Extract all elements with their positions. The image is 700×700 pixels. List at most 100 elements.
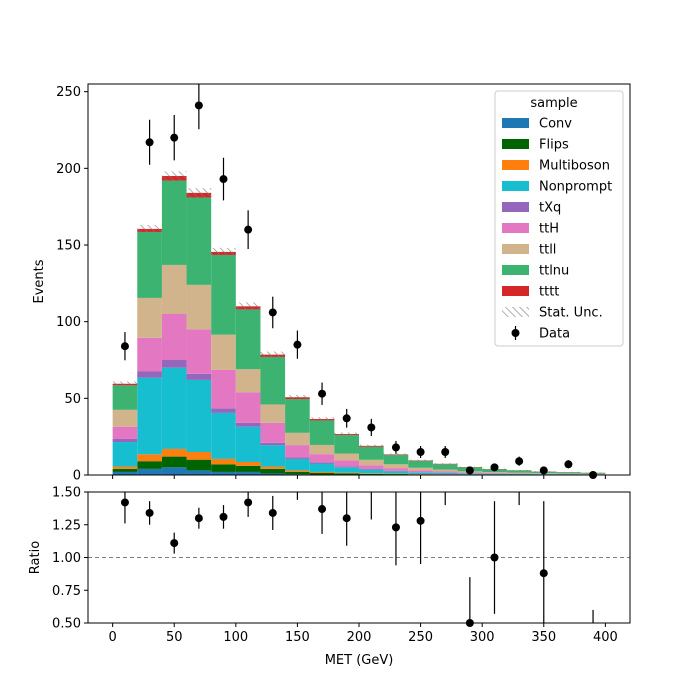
main-y-tick-label: 150 bbox=[56, 239, 81, 254]
bar-flips bbox=[359, 473, 384, 475]
legend-label: ttll bbox=[539, 243, 556, 258]
data-point bbox=[515, 457, 524, 466]
ratio-point bbox=[145, 508, 154, 517]
bar-tth bbox=[161, 314, 187, 360]
bar-ttlnu bbox=[556, 472, 581, 474]
bar-flips bbox=[285, 471, 310, 475]
legend-label: Flips bbox=[539, 138, 569, 153]
data-point bbox=[391, 443, 400, 452]
bar-ttll bbox=[161, 264, 187, 314]
bar-ttlnu bbox=[408, 460, 433, 468]
data-point bbox=[219, 175, 228, 184]
bar-conv bbox=[186, 470, 212, 475]
x-tick-label: 250 bbox=[408, 630, 433, 645]
legend-swatch bbox=[502, 223, 529, 233]
bar-txq bbox=[235, 422, 261, 427]
bar-tth bbox=[408, 470, 433, 473]
bar-tth bbox=[260, 422, 286, 443]
main-y-axis-label: Events bbox=[32, 259, 47, 303]
legend-label: Multiboson bbox=[539, 159, 610, 174]
bar-conv bbox=[112, 471, 138, 475]
bar-multiboson bbox=[285, 470, 310, 472]
bar-nonprompt bbox=[432, 473, 458, 475]
legend-label: ttlnu bbox=[539, 264, 569, 279]
legend-swatch bbox=[502, 307, 529, 317]
stat-unc-bin bbox=[285, 394, 310, 400]
bar-multiboson bbox=[186, 452, 212, 460]
main-y-tick-label: 50 bbox=[64, 392, 81, 407]
ratio-x-axis: 0 50 100 150 200 250 300 350 400 bbox=[108, 623, 618, 645]
legend-swatch bbox=[502, 244, 529, 254]
ratio-y-tick-label: 1.00 bbox=[52, 551, 81, 566]
bar-flips bbox=[383, 474, 409, 475]
bar-tth bbox=[482, 473, 507, 474]
bar-ttll bbox=[137, 297, 162, 338]
ratio-point bbox=[268, 508, 277, 517]
bar-flips bbox=[235, 465, 261, 472]
bar-flips bbox=[112, 468, 138, 472]
bar-tth bbox=[211, 369, 236, 409]
stat-unc-bin bbox=[334, 432, 359, 436]
stat-unc-bin bbox=[309, 417, 335, 421]
legend-label: Stat. Unc. bbox=[539, 306, 603, 321]
bar-tth bbox=[309, 454, 335, 463]
bar-txq bbox=[161, 360, 187, 368]
bar-ttll bbox=[506, 472, 532, 474]
stat-unc-bin bbox=[556, 471, 581, 473]
stat-unc-bin bbox=[506, 469, 532, 471]
bar-ttlnu bbox=[383, 455, 409, 465]
bar-ttlnu bbox=[235, 309, 261, 370]
bar-txq bbox=[260, 442, 286, 446]
bar-txq bbox=[211, 408, 236, 413]
bar-nonprompt bbox=[359, 469, 384, 474]
ratio-point bbox=[120, 498, 129, 507]
bar-txq bbox=[309, 462, 335, 464]
legend-label: Nonprompt bbox=[539, 180, 612, 195]
data-point bbox=[293, 340, 302, 349]
legend-swatch bbox=[502, 160, 529, 170]
stat-unc-bin bbox=[359, 444, 384, 448]
bar-flips bbox=[137, 461, 162, 469]
bar-ttll bbox=[186, 284, 212, 330]
bar-flips bbox=[260, 468, 286, 474]
bar-ttlnu bbox=[161, 180, 187, 265]
ratio-point bbox=[391, 523, 400, 532]
bar-nonprompt bbox=[309, 463, 335, 472]
stat-unc-bin bbox=[211, 248, 236, 256]
bar-tth bbox=[334, 460, 359, 467]
x-tick-label: 400 bbox=[593, 630, 618, 645]
bar-ttlnu bbox=[334, 435, 359, 454]
bar-tth bbox=[383, 468, 409, 471]
main-x-ticks bbox=[112, 475, 606, 479]
bar-tth bbox=[186, 329, 212, 374]
main-panel: 0 50 100 150 200 250 Events sample Conv Flips Mu… bbox=[32, 83, 631, 484]
bar-ttlnu bbox=[137, 231, 162, 298]
bar-ttlnu bbox=[211, 254, 236, 335]
bar-ttlnu bbox=[359, 446, 384, 460]
bar-multiboson bbox=[309, 471, 335, 474]
bar-tth bbox=[137, 337, 162, 372]
main-y-tick-label: 250 bbox=[56, 85, 81, 100]
bar-txq bbox=[112, 438, 138, 443]
bar-multiboson bbox=[359, 473, 384, 474]
bar-tth bbox=[359, 465, 384, 470]
ratio-point bbox=[318, 505, 327, 514]
ratio-point bbox=[539, 569, 548, 578]
bar-nonprompt bbox=[285, 458, 310, 471]
ratio-y-axis-label: Ratio bbox=[28, 541, 43, 574]
bar-ttlnu bbox=[432, 464, 458, 470]
bar-multiboson bbox=[235, 461, 261, 466]
bar-txq bbox=[186, 373, 212, 380]
bar-flips bbox=[334, 473, 359, 475]
bar-ttlnu bbox=[260, 356, 286, 405]
legend-swatch bbox=[502, 118, 529, 128]
main-y-axis: 0 50 100 150 200 250 bbox=[56, 85, 88, 484]
bar-flips bbox=[186, 459, 212, 471]
ratio-points bbox=[120, 492, 594, 627]
bar-conv bbox=[161, 467, 187, 475]
x-tick-label: 0 bbox=[108, 630, 116, 645]
stat-unc-bin bbox=[432, 463, 458, 465]
bar-conv bbox=[260, 473, 286, 475]
ratio-y-tick-label: 0.50 bbox=[52, 617, 81, 632]
bar-nonprompt bbox=[112, 442, 138, 467]
